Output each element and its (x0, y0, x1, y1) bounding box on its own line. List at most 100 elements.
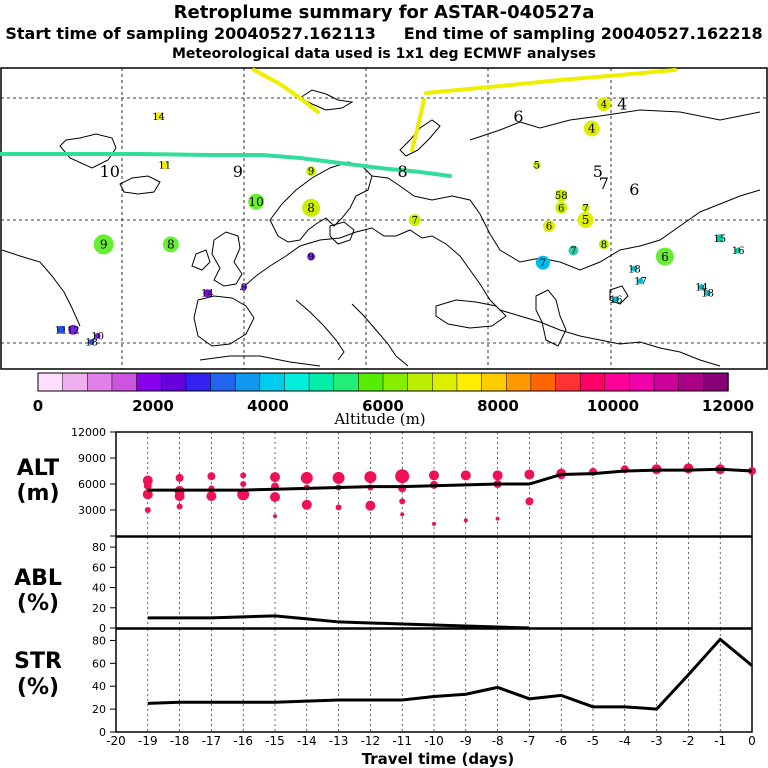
marker-label: 58 (555, 191, 568, 202)
coast-italy-balkans (295, 299, 409, 367)
marker-label: 12 (67, 325, 80, 336)
marker-label: 8 (167, 238, 175, 252)
trajectory-yellow-east (424, 68, 677, 95)
x-tick-label: 0 (748, 734, 756, 748)
colorbar-tick: 12000 (702, 397, 754, 415)
coast-aral (609, 285, 629, 305)
map-marker: 18 (701, 289, 714, 300)
marker-dot (698, 284, 705, 291)
y-tick-label: 20 (92, 602, 106, 615)
alt-scatter-point (525, 497, 534, 506)
marker-label: 17 (634, 277, 647, 288)
map-frame (0, 67, 768, 370)
marker-label: 7 (540, 258, 546, 269)
map-marker: 4 (583, 120, 600, 137)
alt-label: ALT (17, 456, 59, 481)
y-tick-label: 3000 (78, 504, 106, 517)
colorbar-cell (136, 372, 162, 392)
marker-label: 4 (588, 122, 596, 136)
map-marker: 5 (532, 161, 541, 172)
marker-dot (555, 201, 568, 214)
marker-dot (68, 324, 79, 335)
coast-greenland (59, 133, 117, 169)
colorbar-cell (358, 372, 384, 392)
map-marker: 9 (307, 252, 316, 263)
marker-dot (307, 252, 316, 261)
x-tick-label: -12 (361, 734, 381, 748)
alt-scatter-point (270, 472, 280, 483)
marker-dot (88, 339, 95, 345)
marker-label: 7 (412, 216, 418, 227)
coast-caspian (535, 289, 567, 347)
marker-label: 8 (307, 201, 315, 215)
x-tick-label: -6 (555, 734, 567, 748)
alt-scatter-point (365, 500, 376, 511)
alt-scatter-point (395, 469, 410, 484)
marker-dot (555, 189, 568, 202)
marker-dot (613, 296, 620, 303)
map-marker: 4 (596, 97, 611, 112)
marker-label: 9 (241, 283, 247, 294)
colorbar-cell (160, 372, 187, 392)
colorbar-cell (210, 372, 236, 392)
marker-label: 4 (601, 100, 607, 111)
alt-scatter-point (142, 489, 153, 500)
map-marker: 6 (629, 180, 639, 199)
abl-unit: (%) (17, 591, 59, 616)
colorbar-cell (308, 372, 335, 392)
y-tick-label: 80 (92, 634, 106, 647)
panel-abl: ABL (%) 0 20 40 60 80 (14, 536, 753, 635)
marker-label: 5 (593, 162, 603, 181)
x-tick-label: -9 (460, 734, 472, 748)
trajectory-yellow-west (252, 68, 320, 114)
alt-scatter-point (332, 471, 345, 484)
alt-scatter-point (524, 469, 535, 480)
marker-dot (583, 120, 600, 137)
coast-iberia (193, 295, 255, 347)
coast-black-sea (435, 299, 507, 329)
alt-scatter-point (240, 481, 247, 487)
colorbar-cell (456, 372, 483, 392)
marker-dot (94, 332, 101, 339)
map-marker: 5 (593, 162, 603, 181)
alt-scatter-point (463, 518, 468, 523)
colorbar-cell (703, 372, 729, 392)
marker-dot (543, 220, 555, 233)
alt-scatter-point (683, 463, 694, 474)
x-tick-label: -8 (492, 734, 504, 748)
colorbar-cell (382, 372, 409, 392)
panel-str: STR (%) 0 20 40 60 80 (14, 628, 753, 739)
trajectory-yellow-south (410, 98, 426, 152)
marker-label: 6 (513, 107, 523, 126)
alt-scatter-point (273, 514, 277, 519)
map-marker: 14 (201, 289, 214, 300)
marker-dot (655, 247, 674, 266)
coast-siberia (469, 109, 761, 141)
marker-label: 6 (546, 222, 552, 233)
y-tick-label: 0 (99, 622, 106, 635)
marker-dot (57, 325, 65, 334)
marker-dot (735, 247, 742, 254)
map-marker: 58 (555, 189, 568, 202)
marker-label: 7 (570, 246, 576, 257)
marker-dot (577, 212, 594, 228)
marker-dot (631, 265, 638, 272)
map-marker: 6 (513, 107, 523, 126)
marker-label: 11 (55, 325, 68, 336)
str-label: STR (14, 649, 62, 674)
map-marker: 10 (248, 193, 265, 210)
colorbar-cell (481, 372, 507, 392)
alt-unit: (m) (16, 481, 59, 506)
alt-scatter-point (429, 470, 439, 481)
map-marker: 6 (655, 247, 674, 266)
x-tick-label: -15 (265, 734, 285, 748)
coast-svalbard (299, 89, 354, 111)
colorbar-cell (87, 372, 113, 392)
map-marker: 8 (162, 236, 179, 253)
marker-dot (596, 97, 611, 112)
colorbar-cell (653, 372, 680, 392)
map-marker: 18 (85, 338, 98, 349)
colorbar-tick: 6000 (362, 397, 404, 415)
colorbar-tick: 8000 (477, 397, 519, 415)
